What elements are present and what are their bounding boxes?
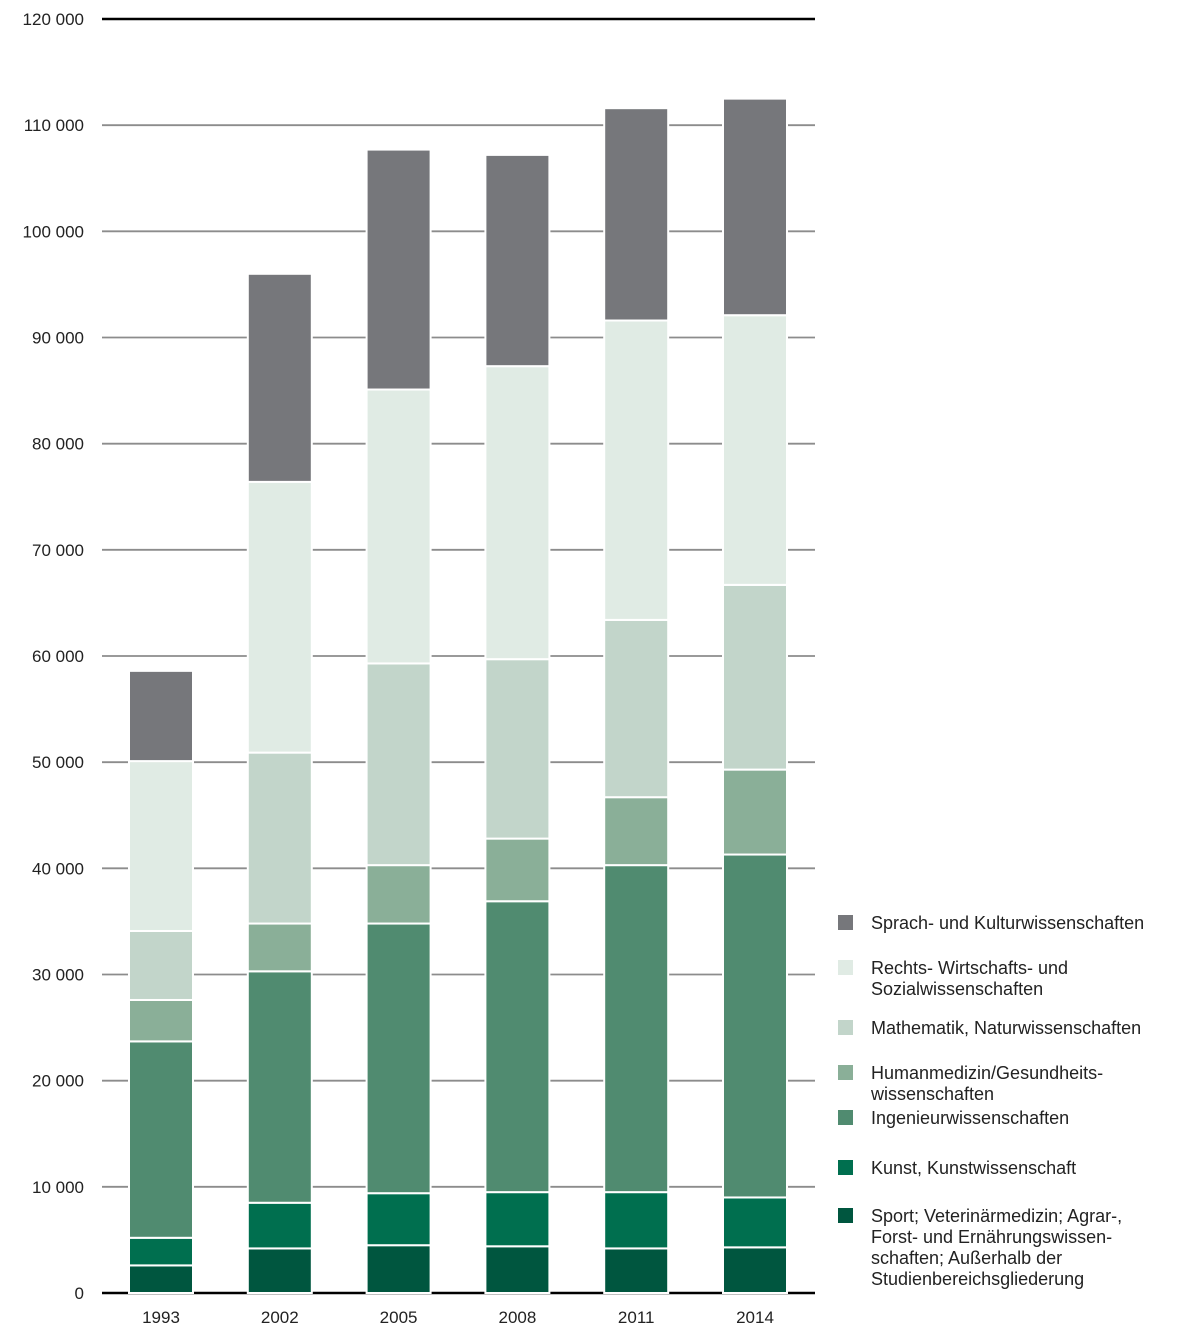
legend-swatch [838,915,853,930]
y-tick-label: 10 000 [32,1178,84,1197]
x-tick-label: 1993 [142,1308,180,1327]
bar-stack [246,272,313,1295]
grid-lines [102,17,815,1295]
bar-segment [365,922,432,1195]
y-tick-label: 60 000 [32,647,84,666]
legend-swatch [838,960,853,975]
bar-segment [603,1247,670,1295]
legend-item: Sprach- und Kulturwissenschaften [838,913,1144,934]
legend-item: Mathematik, Naturwissenschaften [838,1018,1141,1039]
legend-item: Ingenieurwissenschaften [838,1108,1069,1129]
bar-segment [484,153,551,368]
bar-segment [484,658,551,840]
legend-label: Sport; Veterinärmedizin; Agrar-, Forst- … [871,1206,1123,1289]
bar-stack [722,97,788,1295]
legend-swatch [838,1110,853,1125]
x-axis-tick-labels: 1993 2002 2005 2008 2011 2014 [142,1308,774,1327]
legend-swatch [838,1160,853,1175]
bar-stack [365,148,432,1294]
bar-segment [722,853,788,1199]
x-tick-label: 2002 [261,1308,299,1327]
bar-segment [365,864,432,925]
bar-segment [722,768,788,856]
y-axis-tick-labels: 0 10 000 20 000 30 000 40 000 50 000 60 000 70 … [23,10,84,1303]
bar-segment [484,837,551,903]
x-tick-label: 2011 [618,1308,655,1327]
bar-segment [722,1196,788,1249]
x-tick-label: 2008 [498,1308,536,1327]
bar-segment [603,796,670,867]
bar-segment [246,1247,313,1295]
legend-swatch [838,1208,853,1223]
bar-stack [603,107,670,1295]
bar-segment [128,1040,194,1239]
bar-segment [246,272,313,483]
y-tick-label: 30 000 [32,966,84,985]
legend-label: Kunst, Kunstwissenschaft [871,1158,1077,1178]
legend-label: Humanmedizin/Gesundheits- wissenschaften [871,1063,1104,1104]
bar-segment [128,669,194,763]
bar-segment [603,319,670,621]
bar-segment [722,97,788,317]
bar-segment [484,900,551,1194]
y-tick-label: 80 000 [32,435,84,454]
bar-segment [603,1191,670,1250]
y-tick-label: 100 000 [23,222,84,241]
bar-segment [484,1191,551,1248]
bar-segment [128,760,194,932]
bar-segment [128,998,194,1043]
legend-item: Kunst, Kunstwissenschaft [838,1158,1076,1179]
bar-segment [722,1246,788,1295]
bar-segment [365,1192,432,1247]
bar-segment [246,922,313,973]
bar-segment [365,662,432,867]
y-tick-label: 90 000 [32,329,84,348]
legend-swatch [838,1065,853,1080]
legend-label: Mathematik, Naturwissenschaften [871,1018,1142,1038]
bar-segment [246,480,313,754]
legend-item: Rechts- Wirtschafts- und Sozialwissensch… [838,958,1068,1000]
bar-segment [128,929,194,1001]
y-tick-label: 120 000 [23,10,84,29]
legend-item: Humanmedizin/Gesundheits- wissenschaften [838,1063,1103,1105]
bars [128,97,788,1295]
bar-segment [722,314,788,586]
y-tick-label: 110 000 [24,116,84,135]
bar-segment [246,751,313,925]
bar-segment [484,365,551,661]
bar-segment [128,1264,194,1294]
legend-swatch [838,1020,853,1035]
legend-label: Rechts- Wirtschafts- und Sozialwissensch… [871,958,1069,999]
bar-segment [365,388,432,665]
bar-segment [722,583,788,771]
bar-segment [246,1201,313,1250]
y-tick-label: 20 000 [32,1072,84,1091]
bar-segment [246,970,313,1204]
bar-stack [484,153,551,1294]
x-tick-label: 2014 [736,1308,774,1327]
y-tick-label: 70 000 [32,541,84,560]
bar-segment [128,1236,194,1267]
legend-item: Sport; Veterinärmedizin; Agrar-, Forst- … [838,1206,1122,1290]
bar-segment [603,864,670,1194]
y-tick-label: 50 000 [32,753,84,772]
bar-segment [484,1245,551,1294]
bar-stack [128,669,194,1294]
y-tick-label: 40 000 [32,859,84,878]
legend-label: Sprach- und Kulturwissenschaften [871,913,1145,933]
bar-segment [603,618,670,799]
legend-label: Ingenieurwissenschaften [871,1108,1070,1128]
bar-segment [365,1244,432,1294]
y-tick-label: 0 [75,1284,84,1303]
bar-segment [603,107,670,322]
x-tick-label: 2005 [380,1308,418,1327]
bar-segment [365,148,432,391]
